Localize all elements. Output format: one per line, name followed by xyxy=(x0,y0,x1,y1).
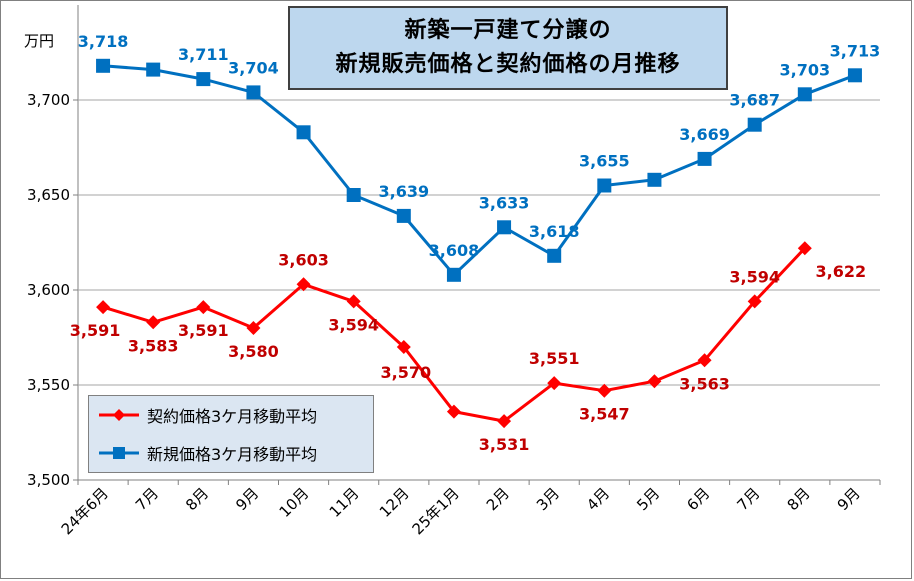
y-tick-label: 3,600 xyxy=(27,281,70,299)
data-label: 3,704 xyxy=(228,58,279,77)
x-tick-label: 3月 xyxy=(533,484,563,514)
x-tick-label: 7月 xyxy=(733,484,763,514)
data-point-square xyxy=(647,172,662,187)
data-label: 3,618 xyxy=(529,222,580,241)
series-line-1 xyxy=(102,64,856,277)
x-tick-label: 9月 xyxy=(834,484,864,514)
x-tick-label: 24年6月 xyxy=(58,484,112,538)
data-point-square xyxy=(446,267,461,282)
data-point-square xyxy=(296,125,311,140)
unit-label: 万円 xyxy=(24,32,55,50)
data-point-diamond xyxy=(797,241,812,256)
data-label: 3,563 xyxy=(679,374,730,393)
data-label: 3,718 xyxy=(78,32,129,51)
data-point-diamond xyxy=(747,294,762,309)
data-point-diamond xyxy=(446,404,461,419)
data-label: 3,713 xyxy=(830,41,881,60)
y-tick-labels: 3,500 3,550 3,600 3,650 3,700 xyxy=(27,91,70,489)
data-point-square xyxy=(597,178,612,193)
data-point-diamond xyxy=(647,374,662,389)
data-point-square xyxy=(196,72,211,87)
x-tick-label: 25年1月 xyxy=(409,484,463,538)
legend-item-contract: 契約価格3ケ月移動平均 xyxy=(89,402,373,428)
x-tick-label: 8月 xyxy=(784,484,814,514)
data-label: 3,551 xyxy=(529,349,580,368)
x-tick-label: 7月 xyxy=(132,484,162,514)
data-point-square xyxy=(797,87,812,102)
data-label: 3,594 xyxy=(729,267,780,286)
legend-swatch-contract xyxy=(99,409,139,421)
data-label: 3,603 xyxy=(278,250,329,269)
y-tick-label: 3,550 xyxy=(27,376,70,394)
legend-swatch-new xyxy=(99,447,139,459)
data-label: 3,594 xyxy=(328,315,379,334)
x-tick-label: 10月 xyxy=(276,484,313,521)
data-point-square xyxy=(847,68,862,83)
data-point-square xyxy=(547,248,562,263)
data-point-diamond xyxy=(547,376,562,391)
data-labels: 3,5913,5833,5913,5803,6033,5943,5703,531… xyxy=(70,32,880,454)
y-tick-label: 3,650 xyxy=(27,186,70,204)
data-label: 3,591 xyxy=(70,321,121,340)
data-label: 3,608 xyxy=(429,241,480,260)
series-layer xyxy=(96,58,862,429)
data-point-square xyxy=(346,188,361,202)
y-tick-label: 3,700 xyxy=(27,91,70,109)
data-label: 3,580 xyxy=(228,342,279,361)
x-tick-label: 11月 xyxy=(326,484,363,521)
data-label: 3,547 xyxy=(579,405,630,424)
x-tick-label: 12月 xyxy=(376,484,413,521)
x-tick-label: 9月 xyxy=(232,484,262,514)
data-point-diamond xyxy=(497,414,512,429)
chart-title-line-1: 新築一戸建て分譲の xyxy=(404,18,612,43)
data-label: 3,591 xyxy=(178,321,229,340)
data-point-diamond xyxy=(597,383,612,398)
data-label: 3,703 xyxy=(780,60,831,79)
data-label: 3,687 xyxy=(729,91,780,110)
data-label: 3,639 xyxy=(379,182,430,201)
data-label: 3,633 xyxy=(479,193,530,212)
data-point-square xyxy=(747,117,762,132)
data-point-diamond xyxy=(196,300,211,315)
data-label: 3,655 xyxy=(579,152,630,171)
x-tick-label: 2月 xyxy=(483,484,513,514)
data-label: 3,583 xyxy=(128,336,179,355)
data-label: 3,531 xyxy=(479,435,530,454)
x-tick-label: 5月 xyxy=(633,484,663,514)
data-point-diamond xyxy=(146,315,161,330)
chart-title: 新築一戸建て分譲の 新規販売価格と契約価格の月推移 xyxy=(288,6,728,90)
data-label: 3,711 xyxy=(178,45,229,64)
data-point-square xyxy=(96,58,111,73)
grid-layer xyxy=(73,5,881,485)
data-label: 3,622 xyxy=(816,262,867,281)
data-point-square xyxy=(246,85,261,100)
data-label: 3,669 xyxy=(679,125,730,144)
legend: 契約価格3ケ月移動平均 新規価格3ケ月移動平均 xyxy=(88,395,374,473)
x-tick-label: 6月 xyxy=(683,484,713,514)
legend-item-new: 新規価格3ケ月移動平均 xyxy=(89,440,373,466)
data-point-diamond xyxy=(246,321,261,335)
data-point-diamond xyxy=(296,277,311,292)
data-point-diamond xyxy=(697,353,712,368)
data-point-square xyxy=(497,220,512,235)
x-tick-label: 4月 xyxy=(583,484,613,514)
data-label: 3,570 xyxy=(381,363,432,382)
data-point-diamond xyxy=(96,300,111,315)
legend-label-new: 新規価格3ケ月移動平均 xyxy=(147,445,318,464)
legend-label-contract: 契約価格3ケ月移動平均 xyxy=(147,407,318,426)
x-tick-label: 8月 xyxy=(182,484,212,514)
data-point-square xyxy=(697,151,712,166)
chart-title-line-2: 新規販売価格と契約価格の月推移 xyxy=(335,52,681,77)
data-point-diamond xyxy=(396,340,411,354)
data-point-diamond xyxy=(346,294,361,309)
data-point-square xyxy=(396,208,411,223)
data-point-square xyxy=(146,62,161,77)
y-tick-label: 3,500 xyxy=(27,471,70,489)
